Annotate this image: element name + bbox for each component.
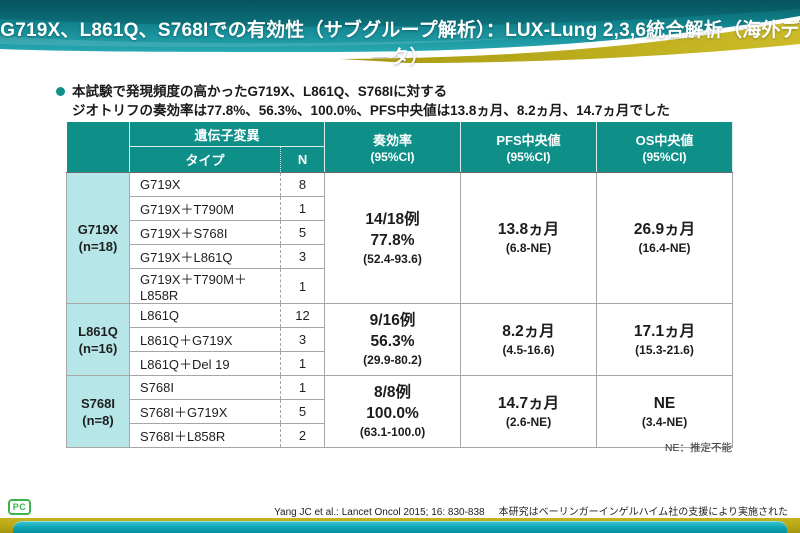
group-label-s768i: S768I (n=8) <box>66 375 130 448</box>
n-cell: 12 <box>280 303 326 328</box>
os-value: 26.9ヵ月 <box>633 221 696 238</box>
summary-line-2: ジオトリフの奏効率は77.8%、56.3%、100.0%、PFS中央値は13.8… <box>72 103 670 118</box>
mutation-type-cell: S768I <box>129 375 281 400</box>
mutation-type-cell: L861Q＋G719X <box>129 327 281 352</box>
mutation-type-cell: G719X＋T790M <box>129 196 281 221</box>
bullet-icon <box>56 87 65 96</box>
group-n: (n=16) <box>78 340 118 356</box>
orr-ci: (63.1-100.0) <box>359 425 426 439</box>
header-gene-mutation: 遺伝子変異 <box>128 121 326 147</box>
os-ci: (15.3-21.6) <box>635 342 694 357</box>
header-os-ci: (95%CI) <box>642 150 687 164</box>
header-orr-label: 奏効率 <box>373 133 413 148</box>
table-row: S768I＋L858R 2 <box>66 423 733 448</box>
header-n: N <box>280 146 326 173</box>
orr-cell-g719x: 14/18例 77.8% (52.4-93.6) <box>324 172 462 304</box>
group-name: S768I <box>81 395 115 411</box>
mutation-type-cell: G719X <box>129 172 281 197</box>
n-cell: 3 <box>280 327 326 352</box>
pfs-cell-l861q: 8.2ヵ月 (4.5-16.6) <box>460 303 598 376</box>
table-row: S768I (n=8) S768I 1 8/8例 100.0% (63.1-10… <box>66 375 734 448</box>
footer-teal-bar <box>13 521 787 533</box>
header-os-label: OS中央値 <box>635 133 694 148</box>
table-row: G719X (n=18) G719X 8 14/18例 77.8% (52.4-… <box>66 172 734 304</box>
header-wave-graphic <box>0 0 800 63</box>
pfs-ci: (6.8-NE) <box>505 241 552 255</box>
orr-rate: 56.3% <box>370 333 415 350</box>
orr-cell-l861q: 9/16例 56.3% (29.9-80.2) <box>324 303 462 376</box>
os-cell-g719x: 26.9ヵ月 (16.4-NE) <box>596 172 734 304</box>
header-os-median: OS中央値 (95%CI) <box>596 121 734 173</box>
orr-ci: (29.9-80.2) <box>363 353 422 367</box>
group-label-g719x: G719X (n=18) <box>66 172 130 304</box>
os-ci: (3.4-NE) <box>641 414 688 429</box>
n-cell: 1 <box>280 196 326 221</box>
results-table: 遺伝子変異 奏効率 (95%CI) PFS中央値 (95%CI) OS中央値 (… <box>66 121 734 448</box>
mutation-type-cell: G719X＋S768I <box>129 220 281 245</box>
n-cell: 1 <box>280 375 326 400</box>
group-label-l861q: L861Q (n=16) <box>66 303 130 376</box>
citation: Yang JC et al.: Lancet Oncol 2015; 16: 8… <box>274 503 788 518</box>
summary-block: 本試験で発現頻度の高かったG719X、L861Q、S768Iに対する ジオトリフ… <box>56 82 670 120</box>
group-name: G719X <box>77 222 119 237</box>
page-title: G719X、L861Q、S768Iでの有効性（サブグループ解析）：LUX-Lun… <box>0 20 800 68</box>
mutation-type-cell: L861Q <box>129 303 281 328</box>
summary-text: 本試験で発現頻度の高かったG719X、L861Q、S768Iに対する ジオトリフ… <box>72 82 670 120</box>
pfs-cell-g719x: 13.8ヵ月 (6.8-NE) <box>460 172 598 304</box>
pfs-ci: (2.6-NE) <box>505 414 552 429</box>
group-n: (n=18) <box>78 239 118 254</box>
os-value: NE <box>653 394 676 412</box>
header-pfs-label: PFS中央値 <box>496 133 561 148</box>
header-corner-cell <box>66 121 130 173</box>
orr-cell-s768i: 8/8例 100.0% (63.1-100.0) <box>324 375 462 448</box>
mutation-type-cell: G719X＋L861Q <box>129 244 281 269</box>
orr-cases: 9/16例 <box>369 312 416 329</box>
mutation-type-cell: S768I＋L858R <box>129 423 281 448</box>
mutation-type-cell: L861Q＋Del 19 <box>129 351 281 376</box>
pc-logo-badge: PC <box>8 499 31 515</box>
os-value: 17.1ヵ月 <box>633 322 696 340</box>
n-cell: 2 <box>280 423 326 448</box>
orr-rate: 77.8% <box>370 231 415 249</box>
header-orr-ci: (95%CI) <box>370 150 415 164</box>
pfs-cell-s768i: 14.7ヵ月 (2.6-NE) <box>460 375 598 448</box>
citation-reference: Yang JC et al.: Lancet Oncol 2015; 16: 8… <box>274 507 485 518</box>
pfs-value: 13.8ヵ月 <box>497 221 560 238</box>
header-pfs-median: PFS中央値 (95%CI) <box>460 121 598 173</box>
n-cell: 8 <box>280 172 326 197</box>
os-cell-s768i: NE (3.4-NE) <box>596 375 734 448</box>
orr-ci: (52.4-93.6) <box>363 251 422 266</box>
ne-footnote: NE：推定不能 <box>664 442 732 454</box>
mutation-type-cell: G719X＋T790M＋L858R <box>129 268 281 304</box>
table-row: L861Q (n=16) L861Q 12 9/16例 56.3% (29.9-… <box>66 303 734 376</box>
orr-cases: 14/18例 <box>365 210 420 228</box>
n-cell: 1 <box>280 351 326 376</box>
orr-cases: 8/8例 <box>373 384 412 401</box>
mutation-type-cell: S768I＋G719X <box>129 399 281 424</box>
header-type: タイプ <box>129 146 281 173</box>
orr-rate: 100.0% <box>366 405 419 422</box>
header-band: G719X、L861Q、S768Iでの有効性（サブグループ解析）：LUX-Lun… <box>0 0 800 68</box>
pfs-ci: (4.5-16.6) <box>502 342 555 357</box>
pfs-value: 14.7ヵ月 <box>497 394 560 412</box>
os-ci: (16.4-NE) <box>638 241 691 255</box>
group-name: L861Q <box>78 323 118 339</box>
n-cell: 3 <box>280 244 326 269</box>
group-n: (n=8) <box>82 412 114 428</box>
summary-line-1: 本試験で発現頻度の高かったG719X、L861Q、S768Iに対する <box>72 84 448 99</box>
header-pfs-ci: (95%CI) <box>506 150 551 164</box>
os-cell-l861q: 17.1ヵ月 (15.3-21.6) <box>596 303 734 376</box>
header-response-rate: 奏効率 (95%CI) <box>324 121 462 173</box>
citation-support: 本研究はベーリンガーインゲルハイム社の支援により実施された <box>498 507 788 518</box>
n-cell: 1 <box>280 268 326 304</box>
n-cell: 5 <box>280 220 326 245</box>
table-row: G719X＋T790M＋L858R 1 <box>66 268 733 304</box>
n-cell: 5 <box>280 399 326 424</box>
pfs-value: 8.2ヵ月 <box>502 322 555 340</box>
